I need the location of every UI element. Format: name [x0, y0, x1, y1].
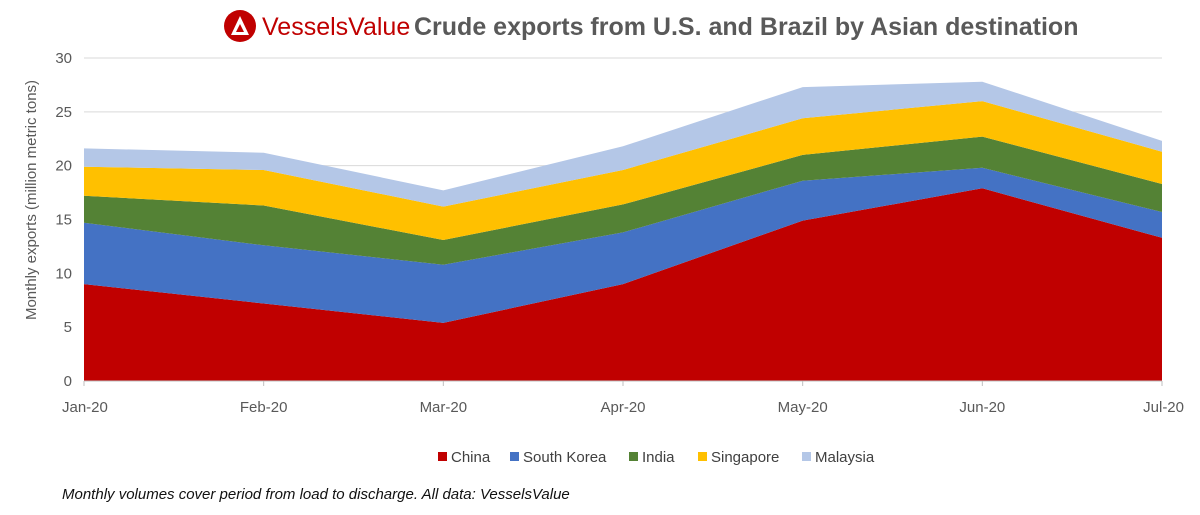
plot-area	[84, 81, 1162, 381]
legend-item-singapore: Singapore	[698, 449, 779, 466]
legend-item-malaysia: Malaysia	[802, 449, 875, 466]
brand-name: VesselsValue	[262, 13, 410, 41]
legend-label: India	[642, 449, 675, 466]
y-axis-title: Monthly exports (million metric tons)	[23, 80, 40, 320]
x-tick-label: Feb-20	[240, 399, 288, 416]
y-tick-label: 25	[55, 104, 72, 121]
legend: China South Korea India Singapore Malaysia	[438, 449, 875, 466]
legend-swatch	[438, 452, 447, 461]
x-tick-label: May-20	[778, 399, 828, 416]
y-tick-label: 15	[55, 212, 72, 229]
legend-swatch	[802, 452, 811, 461]
x-tick-label: Apr-20	[600, 399, 645, 416]
y-tick-label: 0	[64, 373, 72, 390]
y-tick-label: 20	[55, 158, 72, 175]
legend-swatch	[629, 452, 638, 461]
legend-item-india: India	[629, 449, 675, 466]
legend-item-south-korea: South Korea	[510, 449, 607, 466]
x-tick-label: Jun-20	[959, 399, 1005, 416]
footnote: Monthly volumes cover period from load t…	[62, 486, 570, 503]
legend-swatch	[510, 452, 519, 461]
legend-label: South Korea	[523, 449, 607, 466]
y-tick-label: 30	[55, 50, 72, 67]
x-tick-label: Mar-20	[420, 399, 468, 416]
area-malaysia	[84, 81, 1162, 207]
legend-label: Singapore	[711, 449, 779, 466]
legend-swatch	[698, 452, 707, 461]
legend-item-china: China	[438, 449, 491, 466]
axes: 0 5 10 15 20 25 30 Jan-20 Feb-20 Mar-20 Apr-20 May-…	[55, 50, 1184, 416]
vesselsvalue-logo-icon	[224, 10, 256, 42]
legend-label: China	[451, 449, 491, 466]
legend-label: Malaysia	[815, 449, 875, 466]
x-tick-label: Jul-20	[1143, 399, 1184, 416]
x-tick-label: Jan-20	[62, 399, 108, 416]
area-south-korea	[84, 167, 1162, 323]
y-tick-label: 5	[64, 319, 72, 336]
y-tick-label: 10	[55, 265, 72, 282]
area-singapore	[84, 101, 1162, 240]
area-india	[84, 136, 1162, 265]
chart-title: Crude exports from U.S. and Brazil by As…	[414, 13, 1078, 41]
area-china	[84, 188, 1162, 381]
